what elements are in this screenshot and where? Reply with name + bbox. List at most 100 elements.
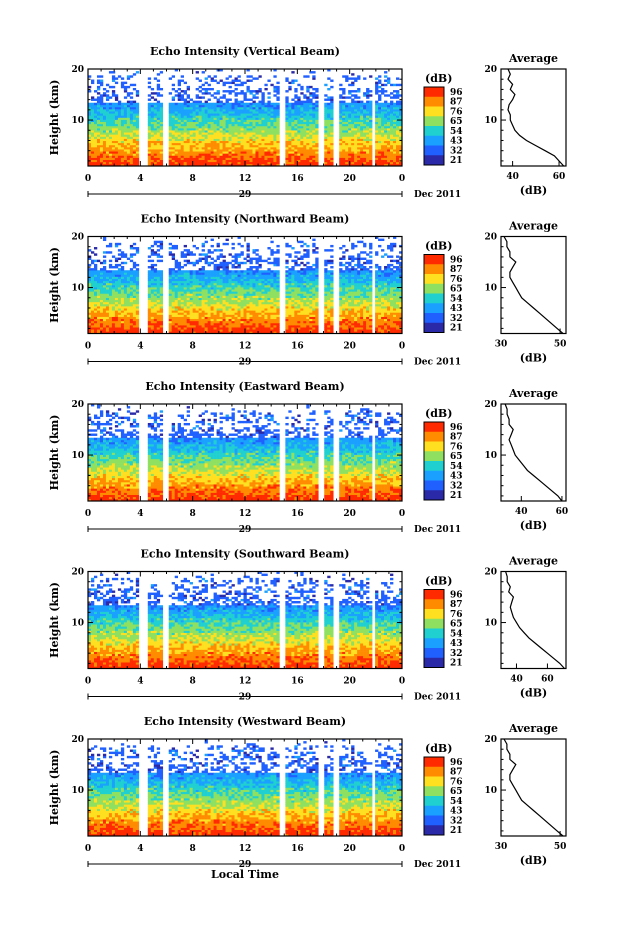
heatmap-cell bbox=[174, 282, 179, 286]
heatmap-cell bbox=[246, 130, 250, 133]
heatmap-cell bbox=[126, 159, 131, 163]
colorbar-label: 21 bbox=[450, 156, 463, 166]
heatmap-cell bbox=[123, 153, 128, 156]
heatmap-cell bbox=[240, 301, 244, 305]
heatmap-cell bbox=[195, 155, 199, 158]
heatmap-cell bbox=[288, 147, 292, 150]
heatmap-cell bbox=[183, 312, 187, 315]
heatmap-cell bbox=[264, 149, 268, 152]
heatmap-cell bbox=[300, 142, 304, 146]
heatmap-cell bbox=[294, 100, 298, 104]
heatmap-cell bbox=[171, 327, 176, 330]
heatmap-cell bbox=[114, 242, 119, 246]
heatmap-cell bbox=[88, 85, 92, 89]
heatmap-cell bbox=[186, 134, 190, 137]
heatmap-cell bbox=[117, 312, 122, 315]
heatmap-cell bbox=[378, 142, 382, 146]
heatmap-cell bbox=[369, 100, 373, 104]
heatmap-cell bbox=[237, 163, 241, 167]
heatmap-cell bbox=[156, 79, 161, 82]
heatmap-cell bbox=[243, 140, 247, 144]
heatmap-cell bbox=[354, 106, 358, 110]
heatmap-cell bbox=[183, 147, 187, 150]
heatmap-cell bbox=[210, 297, 214, 301]
heatmap-cell bbox=[123, 306, 128, 309]
heatmap-cell bbox=[291, 121, 295, 125]
heatmap-cell bbox=[99, 322, 104, 326]
heatmap-cell bbox=[159, 293, 164, 296]
heatmap-cell bbox=[207, 295, 211, 298]
heatmap-cell bbox=[117, 128, 122, 131]
heatmap-cell bbox=[324, 117, 328, 120]
heatmap-cell bbox=[243, 115, 247, 118]
heatmap-cell bbox=[264, 109, 268, 112]
heatmap-cell bbox=[177, 322, 181, 326]
heatmap-cell bbox=[348, 155, 352, 158]
heatmap-cell bbox=[105, 134, 110, 137]
heatmap-cell bbox=[177, 96, 181, 99]
heatmap-cell bbox=[225, 285, 229, 288]
heatmap-cell bbox=[228, 291, 232, 294]
heatmap-cell bbox=[126, 293, 131, 296]
heatmap-cell bbox=[180, 325, 184, 328]
heatmap-cell bbox=[126, 157, 131, 160]
heatmap-cell bbox=[276, 159, 280, 163]
heatmap-cell bbox=[306, 96, 310, 99]
heatmap-cell bbox=[246, 90, 250, 93]
heatmap-cell bbox=[327, 104, 331, 108]
heatmap-cell bbox=[270, 119, 274, 123]
heatmap-cell bbox=[123, 291, 128, 294]
heatmap-cell bbox=[132, 111, 137, 114]
heatmap-cell bbox=[171, 155, 176, 158]
heatmap-cell bbox=[120, 85, 125, 89]
heatmap-cell bbox=[228, 299, 232, 303]
heatmap-cell bbox=[351, 128, 355, 131]
heatmap-cell bbox=[183, 90, 187, 93]
heatmap-cell bbox=[225, 289, 229, 292]
heatmap-cell bbox=[111, 306, 116, 309]
heatmap-cell bbox=[93, 109, 98, 112]
heatmap-cell bbox=[189, 130, 193, 133]
heatmap-cell bbox=[201, 144, 205, 148]
heatmap-cell bbox=[192, 276, 196, 279]
heatmap-cell bbox=[258, 157, 262, 160]
heatmap-cell bbox=[330, 100, 334, 104]
heatmap-cell bbox=[117, 263, 122, 267]
heatmap-cell bbox=[366, 90, 370, 93]
heatmap-cell bbox=[216, 161, 220, 165]
heatmap-cell bbox=[246, 115, 250, 118]
heatmap-cell bbox=[237, 301, 241, 305]
heatmap-cell bbox=[213, 159, 217, 163]
heatmap-cell bbox=[189, 113, 193, 116]
heatmap-cell bbox=[297, 163, 301, 167]
heatmap-cell bbox=[132, 301, 137, 305]
heatmap-cell bbox=[180, 104, 184, 108]
heatmap-cell bbox=[88, 263, 92, 267]
heatmap-cell bbox=[150, 117, 155, 120]
heatmap-cell bbox=[267, 161, 271, 165]
heatmap-cell bbox=[117, 149, 122, 152]
heatmap-cell bbox=[387, 130, 391, 133]
heatmap-cell bbox=[363, 157, 367, 160]
heatmap-cell bbox=[150, 96, 155, 99]
heatmap-cell bbox=[114, 289, 119, 292]
heatmap-cell bbox=[93, 308, 98, 311]
heatmap-cell bbox=[270, 147, 274, 150]
heatmap-cell bbox=[330, 85, 334, 89]
heatmap-cell bbox=[123, 161, 128, 165]
heatmap-cell bbox=[120, 251, 125, 254]
heatmap-cell bbox=[90, 303, 95, 307]
heatmap-cell bbox=[219, 293, 223, 296]
heatmap-cell bbox=[315, 121, 319, 125]
heatmap-cell bbox=[213, 249, 217, 252]
heatmap-cell bbox=[120, 142, 125, 146]
heatmap-cell bbox=[384, 138, 388, 141]
heatmap-cell bbox=[234, 153, 238, 156]
heatmap-cell bbox=[384, 106, 388, 110]
heatmap-cell bbox=[126, 130, 131, 133]
heatmap-cell bbox=[351, 81, 355, 85]
heatmap-cell bbox=[222, 161, 226, 165]
heatmap-cell bbox=[195, 147, 199, 150]
heatmap-cell bbox=[129, 308, 134, 311]
heatmap-cell bbox=[93, 320, 98, 324]
